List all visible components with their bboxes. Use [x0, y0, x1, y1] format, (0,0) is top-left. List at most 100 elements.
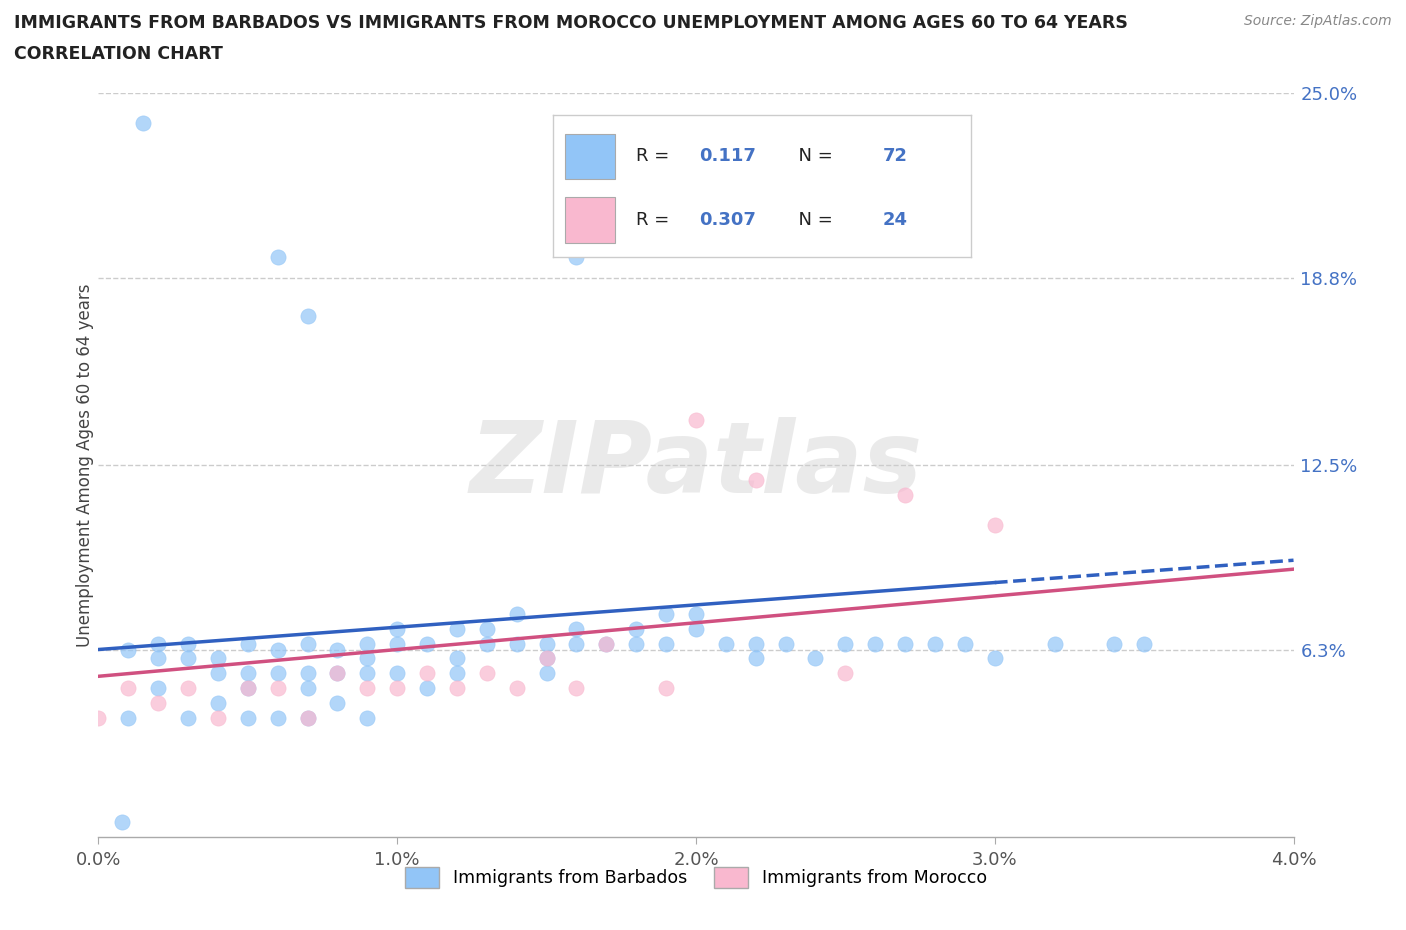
Point [356, 681, 378, 696]
Point [117, 711, 139, 725]
Text: CORRELATION CHART: CORRELATION CHART [14, 45, 224, 62]
Point [177, 711, 200, 725]
Point [685, 413, 707, 428]
Point [236, 666, 259, 681]
Point [385, 636, 409, 651]
Text: ZIPatlas: ZIPatlas [470, 417, 922, 513]
Point [446, 681, 468, 696]
Point [536, 666, 558, 681]
Point [148, 651, 170, 666]
Point [865, 636, 887, 651]
Y-axis label: Unemployment Among Ages 60 to 64 years: Unemployment Among Ages 60 to 64 years [76, 284, 94, 646]
Point [177, 636, 200, 651]
Point [207, 696, 229, 711]
Point [506, 636, 529, 651]
Point [894, 487, 917, 502]
Point [326, 666, 349, 681]
Point [655, 681, 678, 696]
Point [267, 681, 290, 696]
Point [207, 711, 229, 725]
Point [446, 666, 468, 681]
Point [475, 636, 498, 651]
Point [297, 711, 319, 725]
Point [536, 636, 558, 651]
Point [1043, 636, 1066, 651]
Point [385, 681, 409, 696]
Point [506, 681, 529, 696]
Point [236, 636, 259, 651]
Point [236, 711, 259, 725]
Point [565, 681, 588, 696]
Point [416, 681, 439, 696]
Point [297, 666, 319, 681]
Point [626, 636, 648, 651]
Point [834, 666, 856, 681]
Point [655, 636, 678, 651]
Point [775, 636, 797, 651]
Point [685, 606, 707, 621]
Point [506, 606, 529, 621]
Point [804, 651, 827, 666]
Point [148, 696, 170, 711]
Point [745, 472, 768, 487]
Point [416, 666, 439, 681]
Point [132, 115, 155, 130]
Point [356, 711, 378, 725]
Point [177, 681, 200, 696]
Point [326, 696, 349, 711]
Point [297, 636, 319, 651]
Point [111, 815, 134, 830]
Point [416, 636, 439, 651]
Point [924, 636, 946, 651]
Point [595, 636, 617, 651]
Point [356, 636, 378, 651]
Point [236, 681, 259, 696]
Point [655, 606, 678, 621]
Point [267, 666, 290, 681]
Point [236, 681, 259, 696]
Point [446, 651, 468, 666]
Point [894, 636, 917, 651]
Point [984, 651, 1007, 666]
Point [536, 651, 558, 666]
Point [177, 651, 200, 666]
Point [536, 651, 558, 666]
Point [297, 681, 319, 696]
Point [565, 636, 588, 651]
Point [117, 642, 139, 657]
Point [745, 651, 768, 666]
Point [326, 666, 349, 681]
Point [446, 621, 468, 636]
Point [475, 666, 498, 681]
Point [267, 711, 290, 725]
Point [87, 711, 110, 725]
Point [117, 681, 139, 696]
Point [834, 636, 856, 651]
Point [267, 642, 290, 657]
Point [207, 666, 229, 681]
Point [595, 636, 617, 651]
Point [745, 636, 768, 651]
Legend: Immigrants from Barbados, Immigrants from Morocco: Immigrants from Barbados, Immigrants fro… [398, 860, 994, 896]
Point [1133, 636, 1156, 651]
Point [984, 517, 1007, 532]
Point [148, 681, 170, 696]
Point [685, 621, 707, 636]
Point [953, 636, 976, 651]
Text: Source: ZipAtlas.com: Source: ZipAtlas.com [1244, 14, 1392, 28]
Point [565, 621, 588, 636]
Point [714, 636, 737, 651]
Point [148, 636, 170, 651]
Point [475, 621, 498, 636]
Point [207, 651, 229, 666]
Point [356, 666, 378, 681]
Point [297, 711, 319, 725]
Point [1104, 636, 1126, 651]
Point [356, 651, 378, 666]
Point [267, 249, 290, 264]
Point [626, 621, 648, 636]
Point [565, 249, 588, 264]
Point [385, 666, 409, 681]
Point [297, 309, 319, 324]
Text: IMMIGRANTS FROM BARBADOS VS IMMIGRANTS FROM MOROCCO UNEMPLOYMENT AMONG AGES 60 T: IMMIGRANTS FROM BARBADOS VS IMMIGRANTS F… [14, 14, 1128, 32]
